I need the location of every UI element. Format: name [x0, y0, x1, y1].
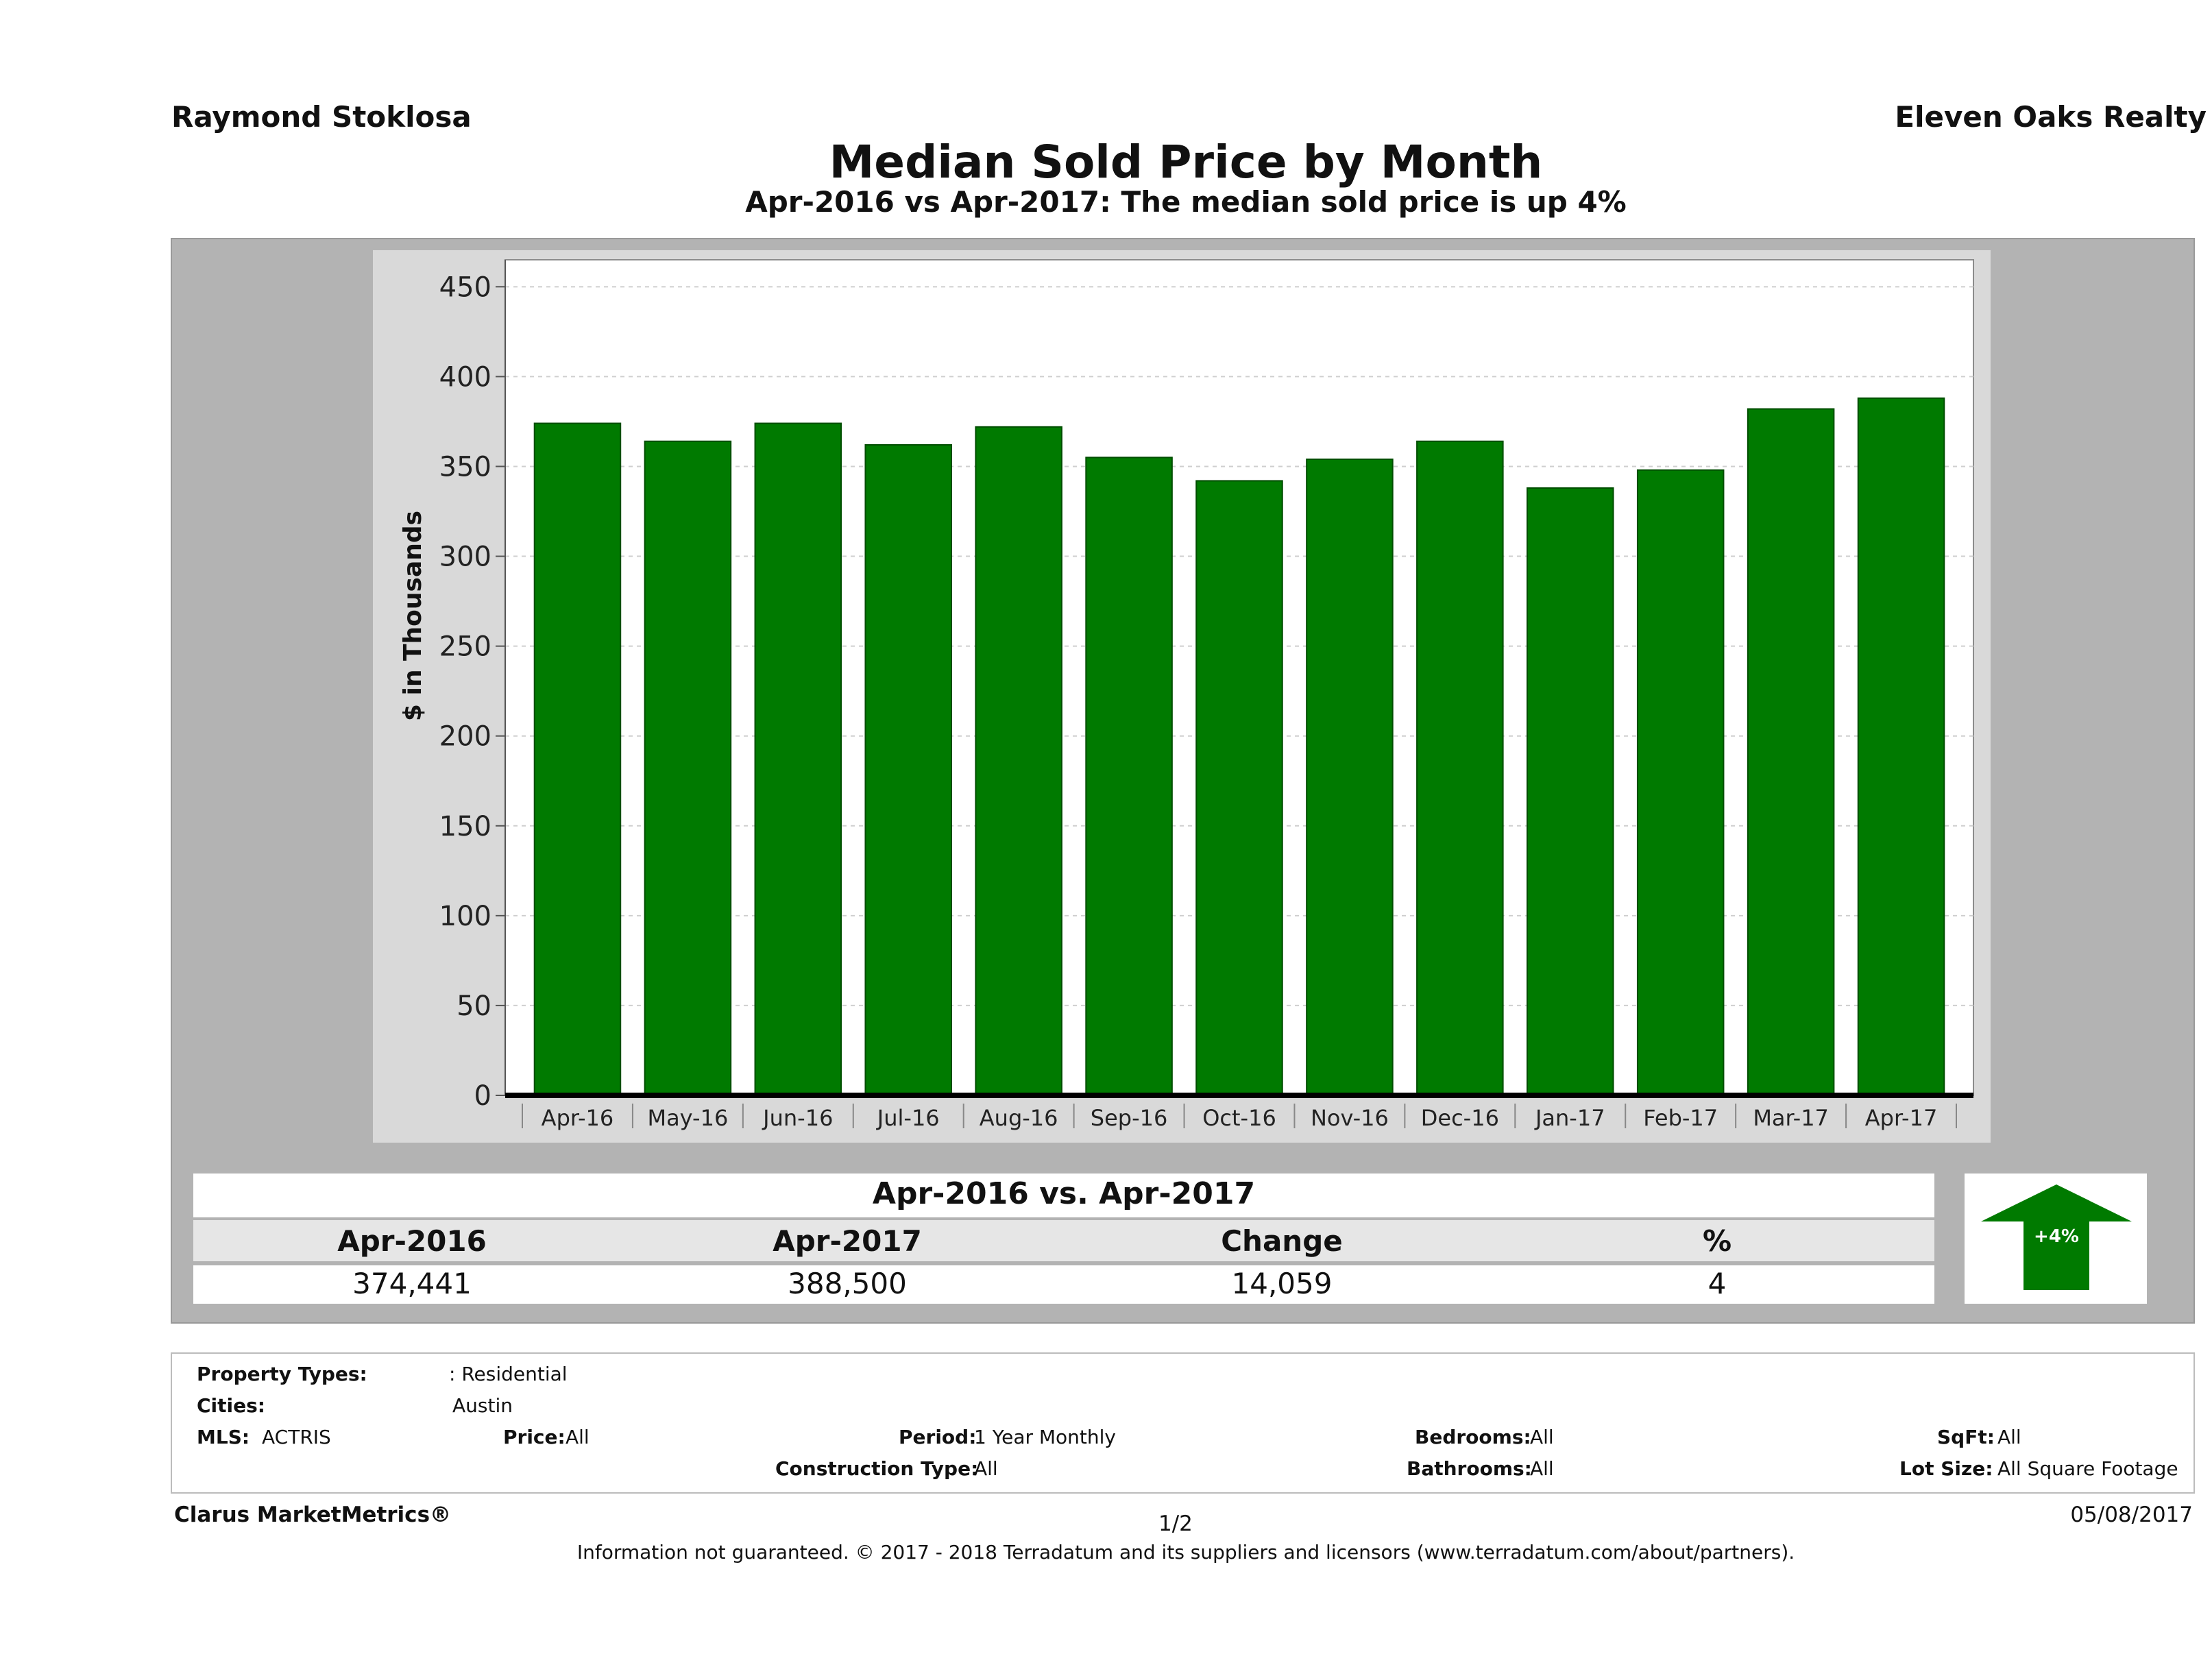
period-label: Period:: [899, 1426, 977, 1448]
construction-type-label: Construction Type:: [775, 1457, 979, 1480]
report-subtitle: Apr-2016 vs Apr-2017: The median sold pr…: [745, 185, 1627, 219]
bar-jan-17: [1527, 487, 1614, 1097]
summary-header-end: Apr-2017: [773, 1224, 922, 1258]
x-tick-label: Mar-17: [1753, 1105, 1829, 1131]
report-date: 05/08/2017: [2070, 1503, 2193, 1527]
company-name: Eleven Oaks Realty: [1895, 100, 2207, 134]
mls-value: ACTRIS: [262, 1426, 331, 1448]
bar-aug-16: [975, 426, 1062, 1096]
bedrooms-value: All: [1530, 1426, 1554, 1448]
sqft-value: All: [1997, 1426, 2021, 1448]
x-tick-label: Aug-16: [980, 1105, 1058, 1131]
summary-header-percent: %: [1702, 1224, 1732, 1258]
period-value: 1 Year Monthly: [974, 1426, 1117, 1448]
summary-header-start: Apr-2016: [337, 1224, 487, 1258]
page-number: 1/2: [1158, 1511, 1193, 1536]
summary-title-bar: [193, 1174, 1934, 1217]
bar-feb-17: [1636, 469, 1725, 1096]
bathrooms-value: All: [1530, 1457, 1554, 1480]
y-tick-label: 50: [457, 990, 491, 1022]
x-tick-label: Sep-16: [1091, 1105, 1168, 1131]
x-tick-label: Apr-17: [1865, 1105, 1938, 1131]
x-tick-label: Oct-16: [1202, 1105, 1276, 1131]
mls-label: MLS:: [197, 1426, 250, 1448]
sqft-label: SqFt:: [1937, 1426, 1995, 1448]
y-tick-label: 400: [439, 361, 491, 393]
property-types-value: : Residential: [449, 1363, 568, 1385]
summary-value-end: 388,500: [788, 1267, 907, 1300]
bar-may-16: [644, 440, 732, 1096]
change-badge-label: +4%: [2034, 1226, 2079, 1247]
bar-apr-17: [1857, 397, 1945, 1097]
summary-value-start: 374,441: [352, 1267, 472, 1300]
summary-value-change: 14,059: [1231, 1267, 1333, 1300]
x-tick-label: Jan-17: [1534, 1105, 1605, 1131]
agent-name: Raymond Stoklosa: [171, 100, 472, 134]
y-tick-label: 300: [439, 542, 491, 573]
bar-jul-16: [864, 444, 952, 1096]
bar-nov-16: [1306, 458, 1394, 1096]
bar-jun-16: [754, 422, 842, 1096]
up-arrow-icon: +4%: [1981, 1184, 2132, 1290]
y-tick-label: 450: [439, 271, 491, 303]
y-tick-label: 0: [474, 1080, 491, 1112]
x-tick-label: Apr-16: [542, 1105, 614, 1131]
price-value: All: [566, 1426, 590, 1448]
construction-type-value: All: [974, 1457, 998, 1480]
x-tick-label: Jul-16: [876, 1105, 940, 1131]
bathrooms-label: Bathrooms:: [1407, 1457, 1532, 1480]
summary-value-percent: 4: [1707, 1267, 1727, 1300]
y-tick-label: 200: [439, 721, 491, 753]
bar-mar-17: [1747, 408, 1835, 1096]
summary-header-change: Change: [1221, 1224, 1343, 1258]
summary-header-row: [193, 1220, 1934, 1261]
bar-oct-16: [1195, 480, 1283, 1096]
x-tick-label: Nov-16: [1311, 1105, 1389, 1131]
summary-value-row: [193, 1265, 1934, 1304]
lot-size-value: All Square Footage: [1997, 1457, 2178, 1480]
price-label: Price:: [503, 1426, 566, 1448]
bar-sep-16: [1085, 457, 1173, 1096]
footer-brand: Clarus MarketMetrics®: [174, 1503, 452, 1527]
y-axis-label: $ in Thousands: [399, 511, 427, 721]
bedrooms-label: Bedrooms:: [1415, 1426, 1531, 1448]
property-types-label: Property Types:: [197, 1363, 367, 1385]
bar-apr-16: [533, 422, 622, 1096]
y-tick-label: 350: [439, 451, 491, 483]
y-tick-label: 250: [439, 631, 491, 663]
x-tick-label: Dec-16: [1421, 1105, 1499, 1131]
summary-title: Apr-2016 vs. Apr-2017: [872, 1176, 1256, 1211]
x-tick-label: Feb-17: [1643, 1105, 1718, 1131]
report-title: Median Sold Price by Month: [829, 136, 1543, 189]
filter-panel: [171, 1352, 2195, 1494]
cities-value: Austin: [452, 1394, 513, 1417]
x-tick-label: Jun-16: [762, 1105, 833, 1131]
bar-dec-16: [1416, 440, 1504, 1096]
disclaimer: Information not guaranteed. © 2017 - 201…: [576, 1541, 1795, 1564]
y-tick-label: 150: [439, 811, 491, 842]
cities-label: Cities:: [197, 1394, 265, 1417]
lot-size-label: Lot Size:: [1899, 1457, 1993, 1480]
y-tick-label: 100: [439, 901, 491, 932]
x-tick-label: May-16: [647, 1105, 728, 1131]
bar-chart: 0 50 100 150 200 250 300 350 400 450 Apr-16 May-16 J…: [399, 259, 1974, 1131]
